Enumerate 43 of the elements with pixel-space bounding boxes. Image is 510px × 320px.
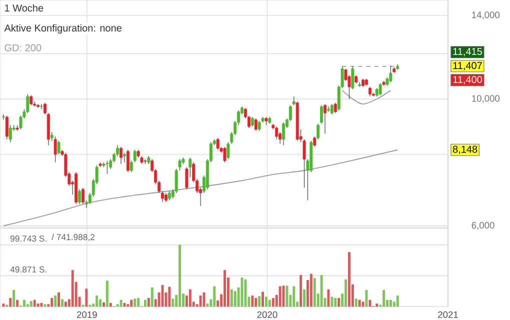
candlestick: [126, 150, 130, 172]
candlestick: [216, 138, 220, 150]
annotation: Aktive Konfiguration: none: [4, 24, 122, 34]
annotation: 11,415: [453, 48, 482, 56]
candlestick: [82, 187, 84, 204]
y-tick-label: 10,000: [472, 95, 500, 103]
candlestick: [54, 136, 57, 163]
candlestick: [106, 160, 109, 174]
candlestick: [378, 83, 382, 96]
candlestick: [368, 86, 372, 97]
text: 11,400: [453, 76, 482, 84]
x-tick-label: 2019: [77, 311, 97, 318]
x-tick-label: 2020: [257, 311, 278, 318]
candlestick: [30, 94, 33, 106]
candlestick: [282, 122, 286, 146]
candlestick: [258, 120, 261, 132]
y-tick-label: 99.743 S.: [10, 235, 46, 242]
chart-subtitle: 1 Woche: [5, 4, 44, 12]
candlestick: [168, 190, 171, 201]
candlestick: [164, 192, 168, 203]
annotation: 8,148: [452, 146, 478, 154]
candlestick: [275, 126, 278, 140]
line-series: [2, 149, 398, 226]
y-tick-label: 6,000: [472, 222, 494, 230]
candlestick: [324, 104, 326, 134]
candlestick: [57, 140, 60, 155]
candlestick: [78, 189, 82, 204]
text: GD: 200: [4, 44, 42, 52]
text: 11,407: [453, 62, 482, 70]
candlestick: [326, 106, 330, 112]
annotation: / 741.988,2: [52, 234, 95, 242]
candlestick: [5, 115, 8, 140]
y-tick-label: 49.871 S.: [10, 266, 46, 273]
candlestick: [122, 152, 126, 163]
candlestick: [40, 104, 43, 110]
candlestick: [389, 65, 392, 82]
candlestick: [223, 146, 226, 163]
x-tick-label: 2021: [438, 311, 458, 318]
candlestick: [250, 116, 254, 127]
candlestick: [120, 146, 123, 164]
y-tick-label: 14,000: [472, 12, 500, 20]
candlestick: [330, 104, 334, 115]
candlestick: [254, 118, 258, 132]
